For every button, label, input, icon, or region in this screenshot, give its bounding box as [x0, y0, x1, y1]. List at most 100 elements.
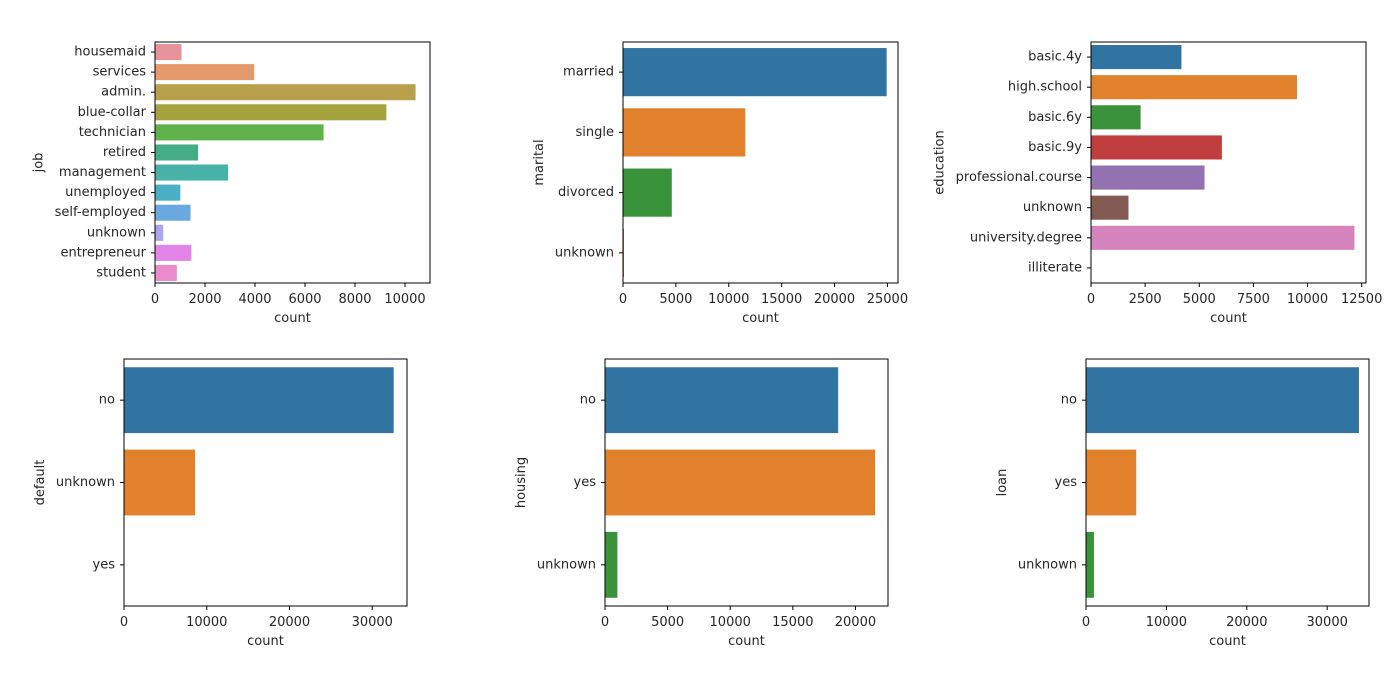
- y-axis-label: marital: [532, 139, 547, 185]
- bar-job-self-employed: [155, 204, 191, 221]
- x-tick-label: 5000: [651, 615, 684, 630]
- y-tick-label: no: [99, 393, 115, 408]
- x-tick-label: 2000: [188, 292, 221, 307]
- bar-marital-single: [623, 108, 746, 157]
- y-tick-label: unknown: [56, 475, 115, 490]
- bar-job-housemaid: [155, 44, 182, 61]
- bar-housing-no: [605, 367, 839, 434]
- bar-job-retired: [155, 144, 198, 161]
- bar-marital-divorced: [623, 168, 672, 217]
- bar-job-student: [155, 264, 177, 281]
- x-tick-label: 20000: [835, 615, 876, 630]
- y-tick-label: unknown: [537, 557, 596, 572]
- bar-job-unknown: [155, 224, 164, 241]
- x-tick-label: 20000: [269, 615, 310, 630]
- y-tick-label: illiterate: [1028, 260, 1082, 275]
- x-tick-label: 10000: [1146, 615, 1187, 630]
- x-tick-label: 5000: [659, 292, 692, 307]
- y-tick-label: professional.course: [956, 170, 1082, 185]
- y-tick-label: yes: [93, 557, 116, 572]
- bar-education-professional-course: [1091, 165, 1205, 190]
- bar-education-basic-9y: [1091, 135, 1222, 160]
- axes-frame: [123, 358, 408, 607]
- x-tick-label: 12500: [1341, 292, 1382, 307]
- x-tick-label: 8000: [338, 292, 371, 307]
- y-tick-label: housemaid: [74, 45, 146, 60]
- y-tick-label: unknown: [555, 245, 614, 260]
- x-tick-label: 15000: [772, 615, 813, 630]
- y-tick-label: yes: [574, 475, 597, 490]
- bar-job-blue-collar: [155, 104, 387, 121]
- bar-education-unknown: [1091, 195, 1129, 220]
- y-tick-label: unknown: [1023, 200, 1082, 215]
- bar-default-unknown: [124, 449, 196, 516]
- subplot-marital: married single divorced unknown 0 5000 10000 15…: [532, 41, 908, 326]
- x-axis-label: count: [742, 311, 779, 326]
- y-axis-label: education: [933, 130, 948, 195]
- x-axis-label: count: [274, 311, 311, 326]
- bar-job-technician: [155, 124, 324, 141]
- axes-frame: [1090, 41, 1367, 284]
- y-tick-label: no: [1061, 393, 1077, 408]
- y-axis-label: job: [32, 153, 47, 174]
- y-axis-label: loan: [995, 469, 1010, 497]
- x-tick-label: 15000: [761, 292, 802, 307]
- axes-frame: [604, 358, 889, 607]
- x-tick-label: 2500: [1129, 292, 1162, 307]
- y-tick-label: basic.4y: [1028, 50, 1082, 65]
- bar-loan-yes: [1086, 449, 1137, 516]
- y-tick-label: divorced: [558, 185, 614, 200]
- x-tick-label: 30000: [352, 615, 393, 630]
- x-tick-label: 10000: [708, 292, 749, 307]
- bar-job-admin-: [155, 84, 416, 101]
- bar-housing-unknown: [605, 531, 618, 598]
- x-tick-label: 10000: [384, 292, 425, 307]
- x-axis-label: count: [1209, 634, 1246, 649]
- y-tick-label: retired: [103, 145, 146, 160]
- bar-loan-no: [1086, 367, 1359, 434]
- y-tick-label: technician: [79, 125, 146, 140]
- x-tick-label: 10000: [186, 615, 227, 630]
- axes-frame: [154, 41, 431, 284]
- y-tick-label: services: [93, 65, 147, 80]
- bar-job-unemployed: [155, 184, 181, 201]
- x-tick-label: 7500: [1237, 292, 1270, 307]
- x-axis-label: count: [247, 634, 284, 649]
- y-tick-label: high.school: [1008, 80, 1082, 95]
- x-tick-label: 0: [601, 615, 609, 630]
- x-tick-label: 20000: [814, 292, 855, 307]
- x-tick-label: 0: [1082, 615, 1090, 630]
- bar-loan-unknown: [1086, 531, 1094, 598]
- axes-frame: [1085, 358, 1370, 607]
- y-tick-label: unemployed: [65, 185, 146, 200]
- x-tick-label: 6000: [288, 292, 321, 307]
- y-tick-label: university.degree: [970, 230, 1082, 245]
- x-axis-label: count: [1210, 311, 1247, 326]
- bar-job-services: [155, 64, 255, 81]
- subplot-education: basic.4y high.school basic.6y basic.9y profe…: [933, 41, 1382, 326]
- x-tick-label: 0: [120, 615, 128, 630]
- y-tick-label: basic.9y: [1028, 140, 1082, 155]
- x-tick-label: 5000: [1183, 292, 1216, 307]
- bar-housing-yes: [605, 449, 876, 516]
- y-axis-label: housing: [514, 457, 529, 508]
- bar-job-entrepreneur: [155, 244, 192, 261]
- axes-frame: [622, 41, 899, 284]
- y-axis-label: default: [33, 460, 48, 506]
- x-tick-label: 20000: [1226, 615, 1267, 630]
- bar-marital-married: [623, 48, 887, 97]
- x-tick-label: 0: [619, 292, 627, 307]
- y-tick-label: management: [59, 165, 146, 180]
- x-tick-label: 25000: [867, 292, 908, 307]
- y-tick-label: married: [563, 65, 614, 80]
- y-tick-label: basic.6y: [1028, 110, 1082, 125]
- y-tick-label: entrepreneur: [60, 245, 146, 260]
- y-tick-label: unknown: [1018, 557, 1077, 572]
- bar-education-basic-6y: [1091, 105, 1141, 130]
- x-tick-label: 10000: [1287, 292, 1328, 307]
- subplot-loan: no yes unknown 0 10000 20000 30000 count loan: [995, 358, 1370, 649]
- x-tick-label: 10000: [710, 615, 751, 630]
- y-tick-label: single: [576, 125, 615, 140]
- bar-job-management: [155, 164, 229, 181]
